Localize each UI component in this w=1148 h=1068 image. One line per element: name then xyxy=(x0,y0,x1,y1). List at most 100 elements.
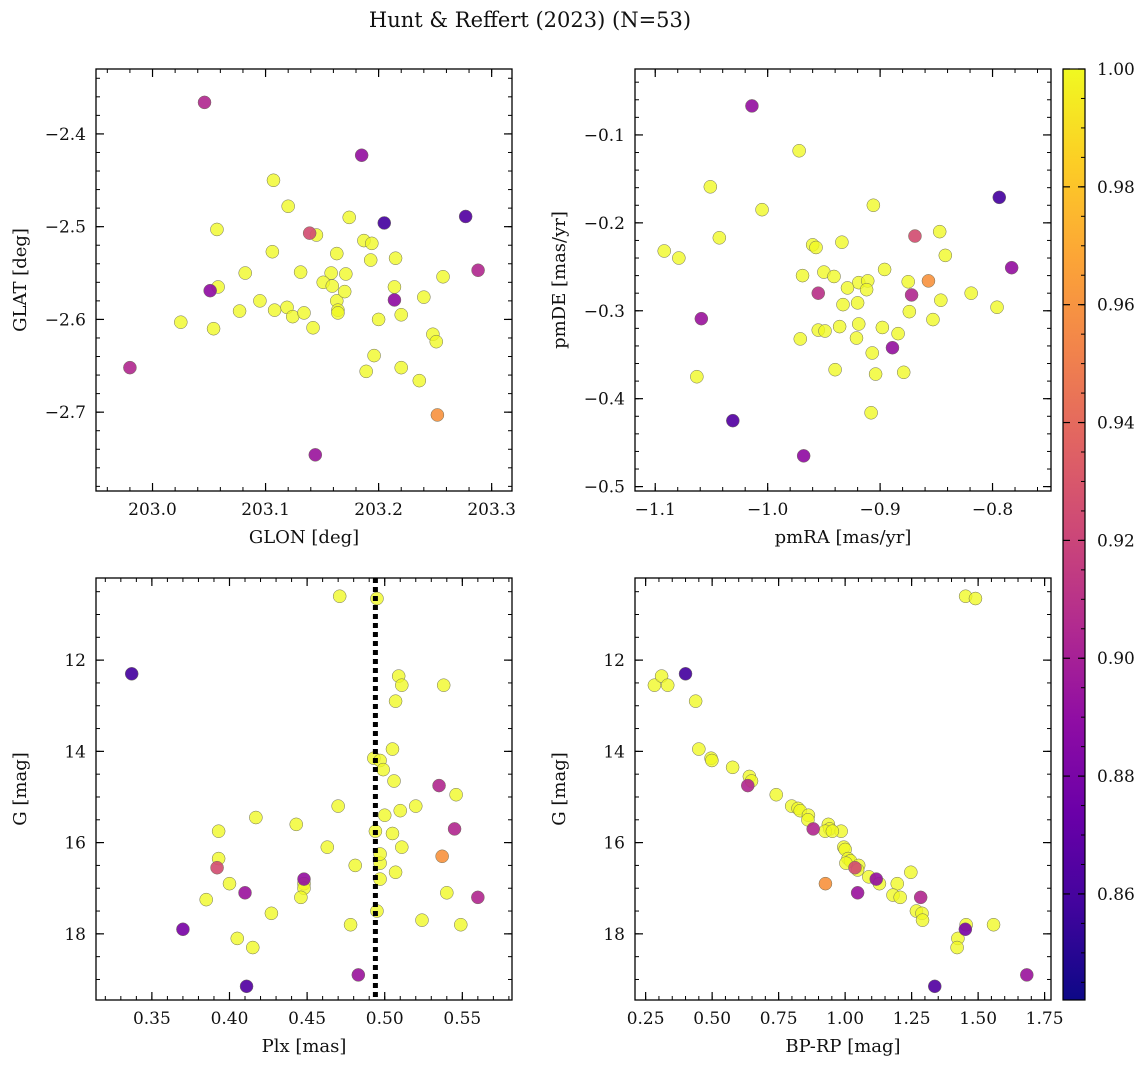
panel-glon-glat-point xyxy=(471,263,485,278)
panel-pmra-pmde-xlabel: pmRA [mas/yr] xyxy=(775,527,912,548)
colorbar-tick-label: 0.88 xyxy=(1097,767,1135,787)
panel-pmra-pmde-point xyxy=(694,311,709,326)
panel-pmra-pmde-point xyxy=(793,332,808,346)
panel-pmra-pmde-frame xyxy=(634,68,1052,492)
panel-bprp-g-point xyxy=(850,886,865,900)
panel-plx-g-point xyxy=(471,890,485,905)
panel-plx-g-point xyxy=(199,892,213,907)
panel-bprp-g-point xyxy=(928,979,942,994)
panel-plx-g-point xyxy=(211,824,226,838)
panel-plx-g-point xyxy=(351,968,366,982)
panel-pmra-pmde-point xyxy=(1004,260,1019,275)
colorbar-frame xyxy=(1062,68,1086,1001)
panel-pmra-pmde-point xyxy=(904,288,919,302)
panel-bprp-g-xtick-label: 1.75 xyxy=(1026,1009,1064,1029)
panel-glon-glat-point xyxy=(377,216,392,230)
panel-glon-glat-ytick-label: −2.7 xyxy=(45,403,86,423)
panel-pmra-pmde-point xyxy=(864,406,878,420)
panel-plx-g-point xyxy=(331,799,345,813)
panel-glon-glat-ytick-label: −2.4 xyxy=(45,125,86,145)
panel-bprp-g-ylabel: G [mag] xyxy=(549,752,570,825)
panel-bprp-g-frame xyxy=(634,577,1052,1001)
panel-glon-glat-point xyxy=(210,222,224,237)
panel-plx-g-ytick-label: 14 xyxy=(64,742,86,762)
panel-glon-glat-point xyxy=(367,348,381,363)
panel-glon-glat-point xyxy=(330,246,344,261)
panel-pmra-pmde-point xyxy=(795,268,810,283)
panel-pmra-pmde-point xyxy=(896,365,911,380)
panel-bprp-g-point xyxy=(986,917,1001,932)
colorbar-tick-label: 0.92 xyxy=(1097,531,1135,551)
panel-glon-glat-point xyxy=(458,209,473,224)
panel-glon-glat-point xyxy=(337,284,352,299)
panel-pmra-pmde-point xyxy=(850,296,865,310)
panel-pmra-pmde-point xyxy=(990,300,1004,315)
panel-bprp-g-xtick-label: 0.75 xyxy=(760,1009,798,1029)
panel-plx-g-point xyxy=(210,860,224,875)
panel-plx-g-point xyxy=(415,913,429,927)
panel-plx-g-point xyxy=(385,826,400,841)
panel-glon-glat-point xyxy=(232,304,247,318)
panel-pmra-pmde-point xyxy=(832,319,847,334)
panel-plx-g-xtick-label: 0.50 xyxy=(366,1009,404,1029)
panel-glon-glat-point xyxy=(265,244,280,259)
colorbar-gradient xyxy=(1063,69,1085,1000)
panel-pmra-pmde-point xyxy=(932,224,947,239)
panel-plx-g-point xyxy=(432,778,446,793)
panel-pmra-pmde-point xyxy=(934,293,948,307)
panel-bprp-g-point xyxy=(1020,968,1034,982)
panel-bprp-g-point xyxy=(915,913,930,927)
panel-bprp-g-ytick-label: 16 xyxy=(603,834,625,854)
panel-glon-glat-xtick-label: 203.3 xyxy=(467,500,516,520)
panel-glon-glat-point xyxy=(266,173,281,188)
colorbar-tick-label: 0.98 xyxy=(1097,178,1135,198)
panel-pmra-pmde-point xyxy=(755,202,769,217)
panel-glon-glat-point xyxy=(238,266,252,280)
panel-plx-g-point xyxy=(343,917,358,932)
panel-plx-g: Plx [mas] G [mag] 0.35 0.40 0.45 0.50 0.55 12… xyxy=(10,577,513,1057)
panel-glon-glat-point xyxy=(429,334,444,349)
panel-glon-glat-point xyxy=(342,210,356,225)
panel-plx-g-point xyxy=(385,742,400,756)
panel-plx-g-point xyxy=(230,931,245,946)
panel-glon-glat-xtick-label: 203.1 xyxy=(241,500,290,520)
panel-plx-g-point xyxy=(377,808,392,822)
panel-plx-g-point xyxy=(264,906,279,921)
panel-pmra-pmde-point xyxy=(818,324,832,338)
panel-pmra-pmde-point xyxy=(835,235,849,249)
panel-pmra-pmde-xtick-label: −0.9 xyxy=(859,500,900,520)
panel-glon-glat-point xyxy=(297,306,311,320)
panel-bprp-g-point xyxy=(890,876,905,891)
panel-plx-g-point xyxy=(297,872,311,886)
panel-plx-g-frame xyxy=(95,577,513,1001)
panel-glon-glat-xlabel: GLON [deg] xyxy=(249,527,359,548)
panel-plx-g-xlabel: Plx [mas] xyxy=(262,1036,347,1057)
panel-bprp-g-xtick-label: 1.25 xyxy=(893,1009,931,1029)
panel-plx-g-point xyxy=(388,694,403,708)
panel-plx-g-xtick-label: 0.35 xyxy=(133,1009,171,1029)
panel-pmra-pmde-ytick-label: −0.2 xyxy=(584,214,625,234)
panel-plx-g-point xyxy=(176,922,190,937)
panel-bprp-g-ytick-label: 18 xyxy=(603,925,625,945)
colorbar-tick-label: 0.90 xyxy=(1097,649,1135,669)
panel-pmra-pmde-point xyxy=(901,275,915,289)
panel-glon-glat-frame xyxy=(95,68,513,492)
panel-glon-glat-point xyxy=(253,294,267,308)
panel-glon-glat-point xyxy=(354,148,369,163)
panel-pmra-pmde-xtick-label: −1.1 xyxy=(635,500,676,520)
panel-pmra-pmde-ticks xyxy=(635,69,1051,491)
panel-plx-g-point xyxy=(393,803,407,818)
panel-bprp-g-point xyxy=(950,940,964,955)
panel-pmra-pmde-point xyxy=(859,282,874,297)
panel-pmra-pmde-point xyxy=(992,190,1007,205)
panel-pmra-pmde-point xyxy=(809,240,823,255)
panel-plx-g-point xyxy=(249,810,263,825)
panel-glon-glat-point xyxy=(197,95,212,110)
panel-bprp-g-point xyxy=(705,753,719,768)
panel-pmra-pmde-ytick-label: −0.4 xyxy=(584,390,625,410)
panel-plx-g-point xyxy=(289,817,303,832)
panel-pmra-pmde-ytick-label: −0.5 xyxy=(584,478,625,498)
panel-glon-glat-point xyxy=(365,236,379,251)
panel-bprp-g-point xyxy=(968,591,983,606)
panel-glon-glat-point xyxy=(331,306,345,320)
